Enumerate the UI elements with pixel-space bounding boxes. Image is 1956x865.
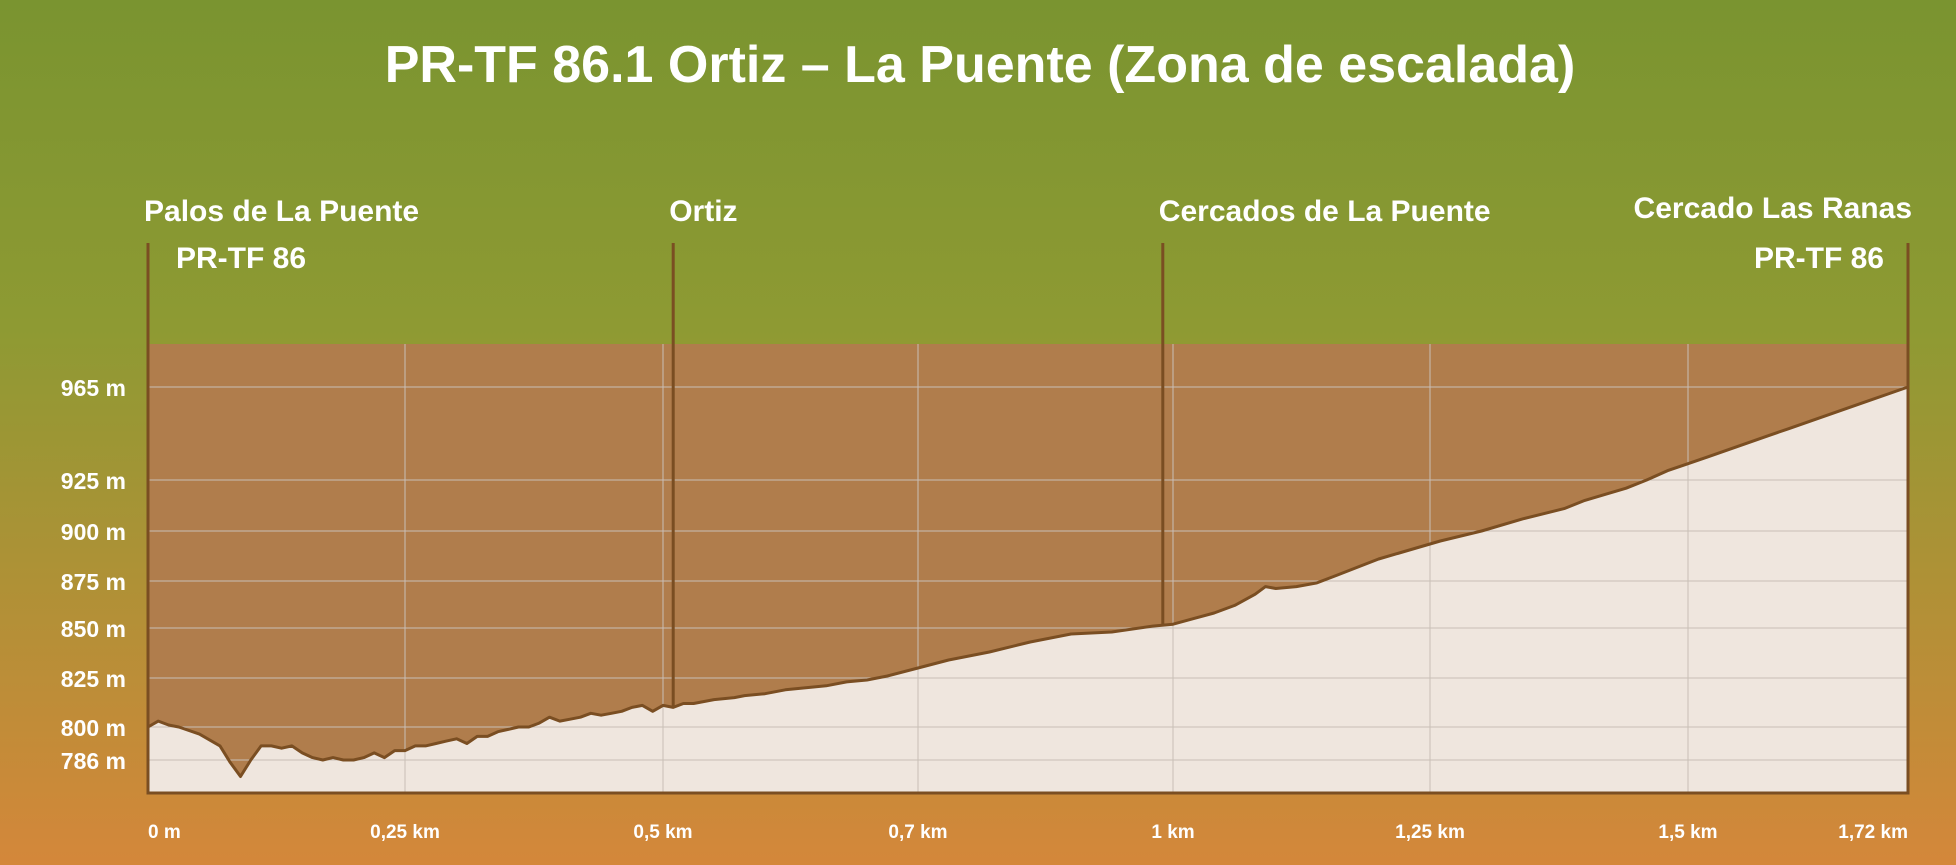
x-tick-label: 0,5 km xyxy=(633,822,692,843)
x-tick-label: 1,25 km xyxy=(1395,822,1465,843)
chart-title: PR-TF 86.1 Ortiz – La Puente (Zona de es… xyxy=(385,36,1576,94)
waypoint-sublabel: PR-TF 86 xyxy=(176,242,306,275)
y-tick-label: 825 m xyxy=(61,666,126,692)
y-tick-label: 800 m xyxy=(61,715,126,741)
y-tick-label: 875 m xyxy=(61,569,126,595)
x-tick-label: 0 m xyxy=(148,822,181,843)
elevation-line xyxy=(147,385,1909,778)
x-tick-label: 1,5 km xyxy=(1658,822,1717,843)
waypoint-label: Cercados de La Puente xyxy=(1159,195,1491,228)
waypoint-label: Palos de La Puente xyxy=(144,195,419,228)
waypoint-label: Ortiz xyxy=(669,195,737,228)
x-tick-label: 1 km xyxy=(1151,822,1194,843)
x-tick-label: 0,25 km xyxy=(370,822,440,843)
y-tick-label: 965 m xyxy=(61,375,126,401)
x-tick-label: 1,72 km xyxy=(1838,822,1908,843)
y-tick-label: 786 m xyxy=(61,748,126,774)
y-tick-label: 850 m xyxy=(61,616,126,642)
waypoint-label: Cercado Las Ranas xyxy=(1634,192,1912,225)
x-tick-label: 0,7 km xyxy=(888,822,947,843)
y-tick-label: 925 m xyxy=(61,468,126,494)
elevation-area xyxy=(148,387,1908,793)
waypoint-sublabel: PR-TF 86 xyxy=(1754,242,1884,275)
y-tick-label: 900 m xyxy=(61,519,126,545)
